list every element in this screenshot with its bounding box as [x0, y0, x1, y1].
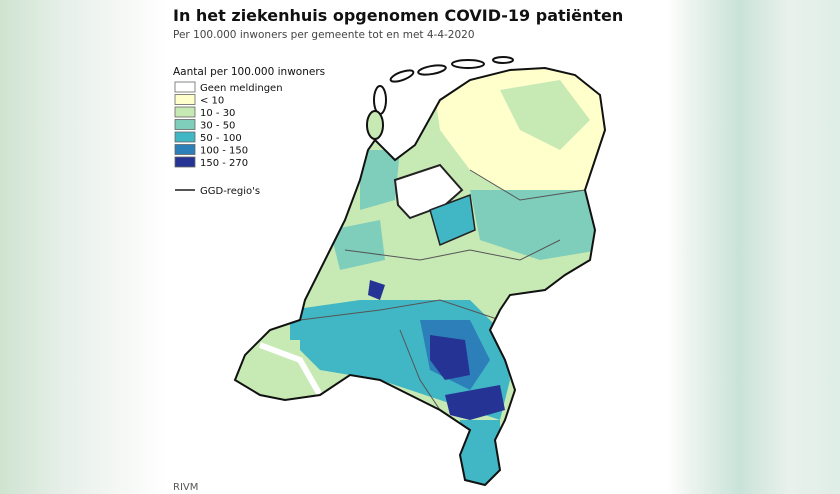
- legend-swatch: [174, 81, 196, 93]
- title: In het ziekenhuis opgenomen COVID-19 pat…: [173, 6, 623, 25]
- legend-swatch: [174, 131, 196, 143]
- country-outline: [233, 66, 607, 487]
- map: [235, 68, 605, 485]
- legend-line-label: GGD-regio's: [200, 186, 260, 197]
- legend-label: 50 - 100: [200, 133, 242, 144]
- legend-swatch: [174, 156, 196, 168]
- source: RIVM: [173, 482, 198, 493]
- legend-label: 30 - 50: [200, 121, 235, 132]
- legend-label: 100 - 150: [200, 146, 248, 157]
- legend-swatch: [174, 119, 196, 130]
- legend-title: Aantal per 100.000 inwoners: [173, 66, 325, 78]
- legend-label: 150 - 270: [200, 158, 248, 169]
- legend-label: Geen meldingen: [200, 83, 283, 94]
- subtitle: Per 100.000 inwoners per gemeente tot en…: [173, 29, 475, 41]
- islands: [366, 56, 514, 140]
- legend-label: < 10: [200, 96, 224, 107]
- legend-swatch: [174, 94, 196, 105]
- legend-swatch: [174, 106, 196, 118]
- legend-label: 10 - 30: [200, 108, 235, 119]
- legend: Aantal per 100.000 inwoners GGD-regio's …: [173, 66, 325, 197]
- legend-swatch: [174, 144, 196, 155]
